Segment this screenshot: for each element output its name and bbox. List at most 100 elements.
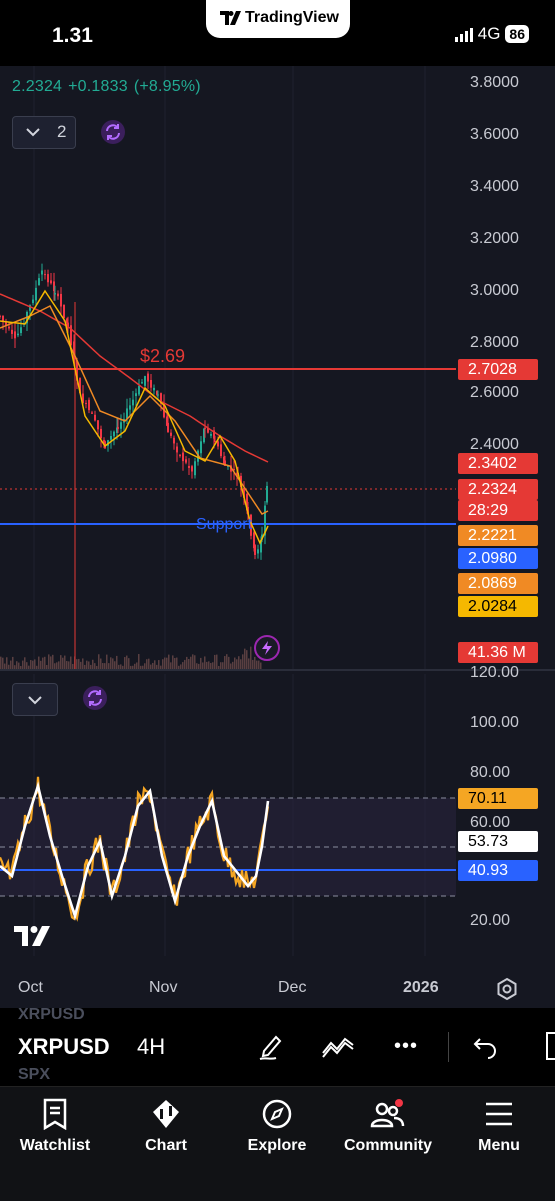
undo-button[interactable]	[467, 1028, 503, 1064]
pane-separator[interactable]	[0, 669, 555, 671]
last-price: 2.2324	[12, 78, 63, 95]
candle-body	[41, 270, 43, 275]
candle-body	[170, 432, 172, 436]
candle-body	[63, 304, 65, 318]
volume-bar	[220, 662, 222, 669]
candle-body	[97, 420, 99, 430]
volume-bar	[60, 655, 62, 669]
candle-body	[194, 461, 196, 476]
candle-body	[73, 341, 75, 359]
candle-body	[147, 373, 149, 382]
volume-bar	[124, 657, 126, 669]
volume-bar	[18, 662, 20, 669]
resistance-label: $2.69	[140, 346, 186, 366]
nav-explore[interactable]: Explore	[222, 1097, 332, 1155]
volume-bar	[246, 650, 248, 669]
volume-bar	[48, 654, 50, 669]
price-tag: 2.3402	[458, 453, 538, 474]
volume-bar	[202, 662, 204, 669]
candle-body	[11, 329, 13, 334]
volume-bar	[190, 656, 192, 669]
nav-chart[interactable]: Chart	[111, 1097, 221, 1155]
candle-body	[156, 391, 158, 395]
volume-bar	[70, 656, 72, 669]
sync-icon[interactable]	[100, 119, 126, 145]
price-change-header: 2.2324 +0.1833 (+8.95%)	[12, 78, 201, 96]
symbol-toolbar: XRPUSD XRPUSD 4H SPX •••	[0, 1006, 555, 1086]
fullscreen-button[interactable]	[530, 1028, 555, 1064]
volume-bar	[134, 663, 136, 669]
settings-icon[interactable]	[495, 977, 519, 1001]
candle-body	[257, 549, 259, 554]
rsi-axis-label: 60.00	[470, 814, 511, 831]
candle-body	[35, 287, 37, 301]
candle-body	[88, 399, 90, 411]
indicators-toggle[interactable]: 2	[12, 116, 76, 149]
nav-menu[interactable]: Menu	[444, 1097, 554, 1155]
nav-watchlist[interactable]: Watchlist	[0, 1097, 110, 1155]
volume-bar	[244, 648, 246, 669]
candle-body	[204, 427, 206, 429]
volume-bar	[172, 655, 174, 669]
chart-area[interactable]: 2.2324 +0.1833 (+8.95%) 2 $2.69 Support 3.…	[0, 66, 555, 1008]
candle-body	[150, 380, 152, 388]
volume-bar	[184, 659, 186, 669]
rsi-collapse-toggle[interactable]	[12, 683, 58, 716]
lightning-icon[interactable]	[254, 635, 280, 661]
candle-body	[253, 532, 255, 549]
volume-bar	[158, 660, 160, 669]
volume-bar	[198, 663, 200, 669]
price-chart[interactable]	[0, 66, 555, 1008]
price-tag: 2.2324	[458, 479, 538, 500]
volume-bar	[76, 659, 78, 669]
candle-body	[153, 387, 155, 391]
candle-body	[203, 428, 205, 443]
bottom-navigation: Watchlist Chart Explore	[0, 1086, 555, 1201]
candle-body	[44, 274, 46, 276]
candle-body	[210, 434, 212, 436]
status-bar: 1.31 TradingView 4G 86	[0, 0, 555, 66]
rsi-axis-label: 120.00	[470, 664, 519, 681]
indicators-button[interactable]	[320, 1028, 356, 1064]
volume-bar	[50, 656, 52, 669]
volume-bar	[230, 663, 232, 669]
nav-community[interactable]: Community	[333, 1097, 443, 1155]
candle-body	[182, 452, 184, 462]
candle-body	[188, 465, 190, 468]
volume-bar	[152, 662, 154, 669]
volume-bar	[22, 660, 24, 669]
volume-bar	[26, 662, 28, 669]
nav-menu-label: Menu	[478, 1137, 520, 1154]
volume-bar	[90, 664, 92, 669]
symbol-button[interactable]: XRPUSD	[18, 1034, 110, 1059]
candle-body	[120, 422, 122, 429]
candle-body	[85, 402, 87, 404]
candle-body	[129, 405, 131, 410]
draw-tool-button[interactable]	[253, 1028, 289, 1064]
candle-body	[144, 376, 146, 386]
candle-body	[220, 444, 222, 457]
tradingview-pill[interactable]: TradingView	[206, 0, 350, 38]
toolbar-divider	[448, 1032, 449, 1062]
price-axis-label: 3.2000	[470, 230, 519, 247]
candle-body	[0, 315, 1, 317]
volume-bar	[242, 654, 244, 669]
candle-body	[2, 315, 4, 322]
more-button[interactable]: •••	[393, 1034, 418, 1057]
volume-bar	[214, 654, 216, 669]
candle-body	[185, 459, 187, 463]
price-tag: 41.36 M	[458, 642, 538, 663]
price-tag: 2.0980	[458, 548, 538, 569]
price-change-percent: (+8.95%)	[133, 78, 201, 95]
volume-bar	[168, 654, 170, 669]
candle-body	[176, 446, 178, 453]
price-axis-label: 2.8000	[470, 334, 519, 351]
volume-bar	[0, 656, 2, 669]
signal-icon	[454, 26, 473, 42]
candle-body	[135, 393, 137, 397]
volume-bar	[126, 655, 128, 669]
volume-bar	[236, 659, 238, 669]
sync-icon[interactable]	[82, 685, 108, 711]
price-tag: 2.7028	[458, 359, 538, 380]
interval-button[interactable]: 4H	[137, 1034, 166, 1059]
